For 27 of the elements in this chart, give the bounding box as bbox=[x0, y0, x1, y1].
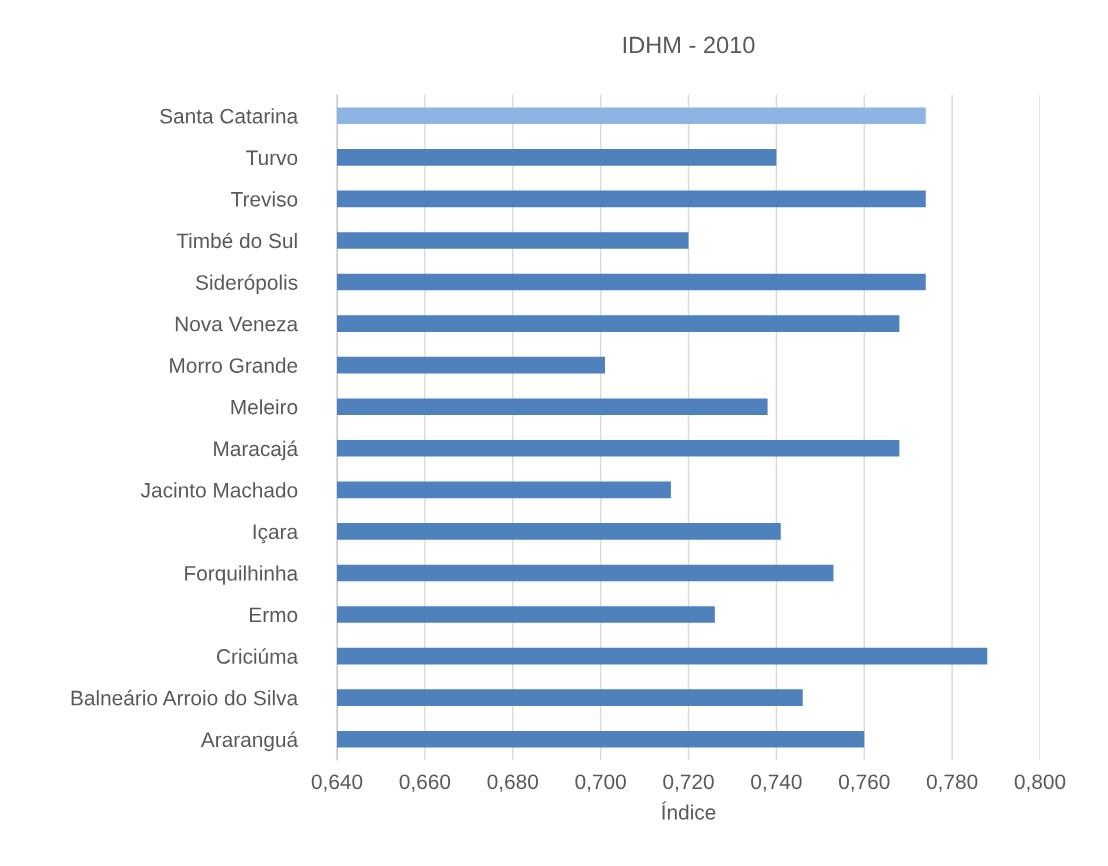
y-tick-label: Meleiro bbox=[231, 399, 298, 415]
y-tick-label: Forquilhinha bbox=[185, 565, 299, 585]
x-tick-label: 0,680 bbox=[487, 774, 538, 792]
y-tick-label: Araranguá bbox=[200, 731, 299, 752]
y-tick-label: Nova Veneza bbox=[175, 316, 299, 332]
y-tick-label: Santa Catarina bbox=[160, 108, 299, 124]
chart-title: IDHM - 2010 bbox=[623, 36, 755, 54]
y-tick-label: Timbé do Sul bbox=[176, 232, 297, 249]
x-tick-label: 0,640 bbox=[311, 774, 363, 792]
y-tick-label: Maracajá bbox=[214, 440, 299, 461]
y-tick-label: Morro Grande bbox=[170, 357, 298, 373]
y-tick-label: Turvo bbox=[246, 150, 298, 166]
y-tick-label: Ermo bbox=[250, 607, 298, 623]
x-tick-label: 0,660 bbox=[399, 774, 451, 792]
y-tick-label: Içara bbox=[253, 524, 299, 544]
y-tick-label: Balneário Arroio do Silva bbox=[71, 689, 299, 706]
y-tick-label: Treviso bbox=[231, 191, 298, 207]
y-tick-label: Jacinto Machado bbox=[140, 482, 298, 498]
x-tick-label: 0,720 bbox=[663, 774, 714, 792]
x-tick-label: 0,780 bbox=[926, 774, 978, 792]
y-tick-label: Siderópolis bbox=[196, 274, 298, 295]
x-axis-title: Índice bbox=[662, 801, 716, 820]
x-tick-label: 0,800 bbox=[1014, 774, 1066, 792]
x-tick-label: 0,740 bbox=[751, 774, 802, 792]
x-tick-label: 0,760 bbox=[839, 774, 890, 792]
x-tick-label: 0,700 bbox=[575, 774, 626, 792]
y-tick-label: Criciúma bbox=[216, 648, 299, 664]
